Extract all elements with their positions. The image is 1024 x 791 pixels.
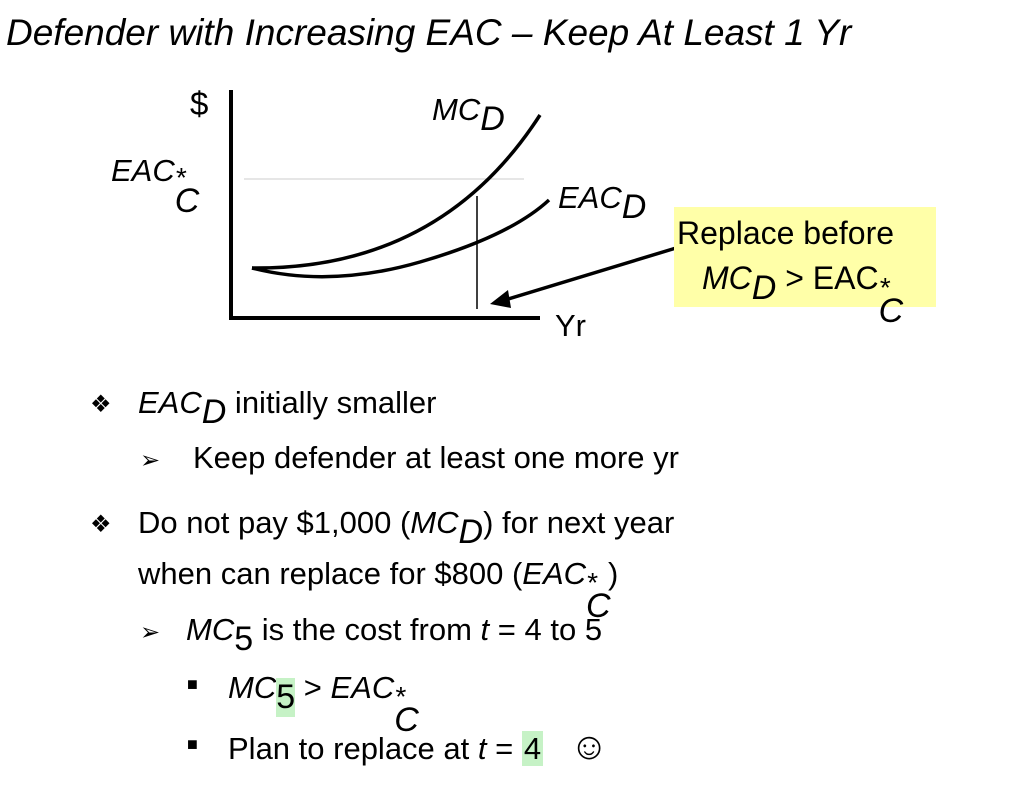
arrow-bullet-icon: ➢ — [140, 447, 161, 474]
replace-callout: Replace before MCD > EAC * C — [674, 207, 936, 330]
bullet-2-line-1: Do not pay $1,000 (MCD) for next year — [138, 505, 675, 551]
diamond-bullet-icon: ❖ — [90, 511, 112, 538]
x-axis-label: Yr — [555, 308, 586, 343]
callout-line-2: MCD > EAC * C — [702, 260, 904, 330]
callout-arrow-head — [490, 290, 511, 308]
slide-title: Defender with Increasing EAC – Keep At L… — [6, 12, 852, 53]
mc-d-label: MCD — [432, 92, 505, 138]
square-bullet-icon: ■ — [187, 674, 198, 694]
eac-star-c-label: EAC * C — [111, 153, 200, 220]
smiley-icon: ☺ — [569, 726, 609, 768]
bullet-2-1-2: Plan to replace at t = 4 ☺ — [228, 726, 609, 768]
arrow-bullet-icon: ➢ — [140, 619, 161, 646]
bullet-2-line-2: when can replace for $800 (EAC * C) — [138, 556, 619, 625]
eac-d-label: EACD — [558, 180, 647, 226]
diamond-bullet-icon: ❖ — [90, 391, 112, 418]
bullet-1: EACD initially smaller — [138, 385, 437, 431]
square-bullet-icon: ■ — [187, 734, 198, 754]
mc5-highlight: 5 — [276, 678, 296, 717]
bullet-1-1: Keep defender at least one more yr — [193, 440, 679, 475]
callout-line-1: Replace before — [677, 215, 895, 251]
bullet-2-1-1: MC5 > EAC * C — [228, 670, 419, 739]
t4-highlight: 4 — [521, 731, 544, 766]
eac-d-curve — [251, 198, 551, 279]
mc-d-curve — [251, 114, 542, 270]
bullet-2-1: MC5 is the cost from t = 4 to 5 — [186, 612, 603, 658]
callout-arrow-line — [504, 246, 677, 302]
y-axis-label: $ — [190, 85, 209, 122]
